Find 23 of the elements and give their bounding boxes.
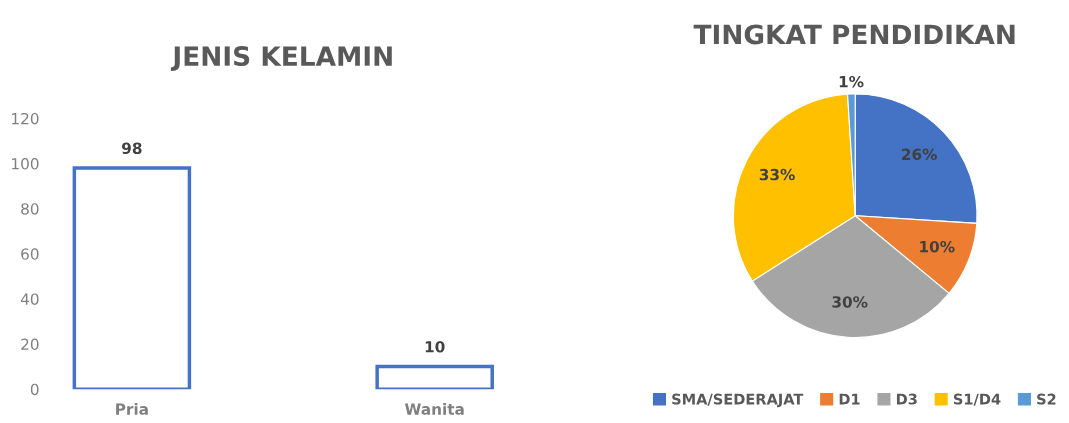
legend-label: D1 xyxy=(839,393,860,405)
y-tick-label: 0 xyxy=(30,383,39,396)
y-tick-label: 80 xyxy=(21,203,39,215)
data-label: 1% xyxy=(839,75,864,88)
data-label: 10 xyxy=(425,340,445,353)
chart-title: JENIS KELAMIN xyxy=(170,46,392,71)
y-tick-label: 120 xyxy=(12,112,39,125)
data-label: 98 xyxy=(122,142,142,154)
x-tick-label: Pria xyxy=(116,403,148,415)
y-tick-label: 20 xyxy=(21,338,39,351)
y-tick-label: 60 xyxy=(21,248,39,260)
y-tick-label: 100 xyxy=(12,158,39,170)
chart-title: TINGKAT PENDIDIKAN xyxy=(693,24,1015,45)
data-label: 33% xyxy=(759,168,795,181)
data-label: 26% xyxy=(902,148,937,161)
y-tick-label: 40 xyxy=(20,293,39,305)
legend-label: D3 xyxy=(896,393,917,405)
data-label: 10% xyxy=(920,240,955,253)
legend-label: S2 xyxy=(1037,393,1056,405)
legend-label: S1/D4 xyxy=(953,393,1001,406)
legend-label: SMA/SEDERAJAT xyxy=(672,393,804,408)
x-tick-label: Wanita xyxy=(404,403,464,415)
data-label: 30% xyxy=(832,296,868,308)
